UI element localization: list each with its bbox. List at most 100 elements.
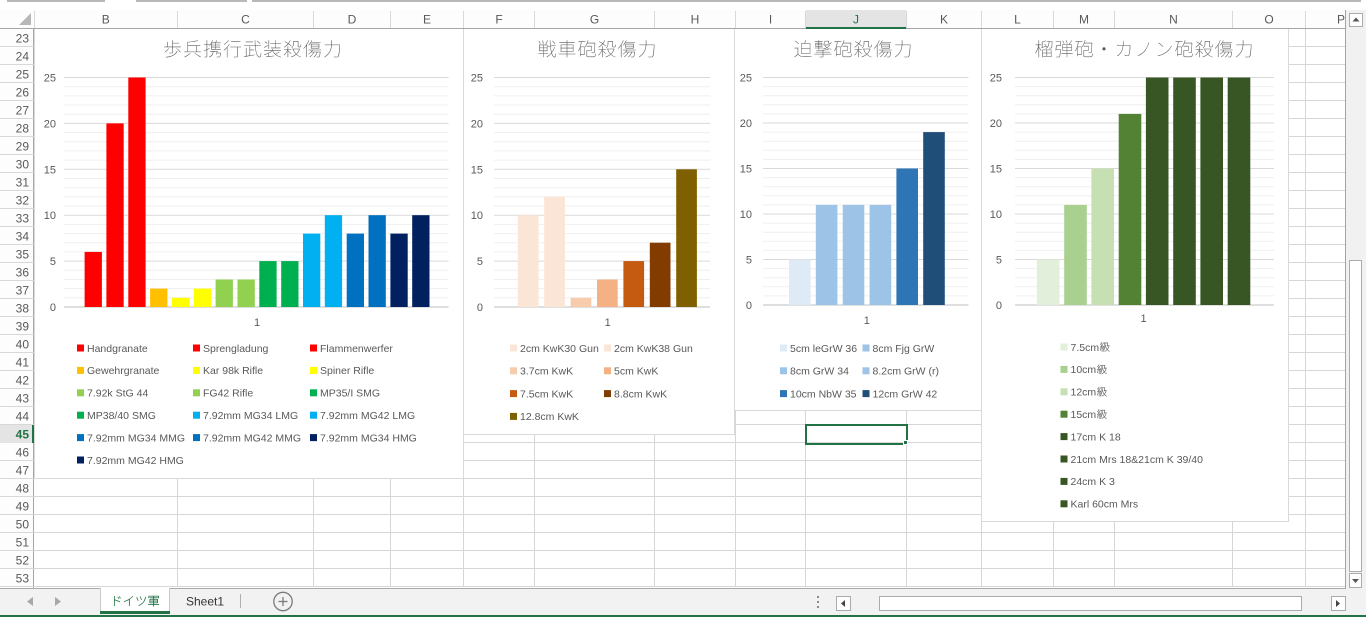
svg-text:37: 37 (16, 284, 30, 298)
svg-text:7.5cm KwK: 7.5cm KwK (520, 388, 573, 400)
svg-text:8.2cm GrW (r): 8.2cm GrW (r) (873, 366, 940, 378)
svg-text:46: 46 (16, 446, 30, 460)
svg-text:J: J (853, 13, 859, 27)
svg-text:3.7cm KwK: 3.7cm KwK (520, 366, 573, 378)
svg-text:5: 5 (477, 256, 483, 268)
svg-text:G: G (590, 13, 599, 27)
svg-text:Gewehrgranate: Gewehrgranate (87, 365, 160, 377)
svg-text:15: 15 (471, 164, 483, 176)
svg-text:K: K (940, 13, 948, 27)
svg-text:H: H (691, 13, 700, 27)
svg-text:15: 15 (44, 164, 56, 176)
svg-text:7.5cm: 7.5cm (1071, 342, 1100, 354)
svg-text:47: 47 (16, 464, 30, 478)
svg-text:10: 10 (44, 210, 56, 222)
svg-text:38: 38 (16, 302, 30, 316)
svg-text:MP38/40 SMG: MP38/40 SMG (87, 410, 156, 422)
svg-text:MP35/I SMG: MP35/I SMG (320, 388, 380, 400)
svg-text:39: 39 (16, 320, 30, 334)
svg-text:40: 40 (16, 338, 30, 352)
svg-text:Handgranate: Handgranate (87, 343, 148, 355)
svg-text:24cm K 3: 24cm K 3 (1071, 476, 1116, 488)
svg-text:12cm GrW 42: 12cm GrW 42 (873, 388, 938, 400)
svg-text:25: 25 (740, 73, 752, 85)
svg-text:FG42 Rifle: FG42 Rifle (203, 388, 253, 400)
svg-text:Spiner Rifle: Spiner Rifle (320, 365, 374, 377)
svg-text:24: 24 (16, 50, 30, 64)
svg-text:25: 25 (990, 73, 1002, 85)
svg-text:10: 10 (471, 210, 483, 222)
svg-text:P: P (1337, 13, 1345, 27)
svg-text:B: B (102, 13, 110, 27)
svg-text:51: 51 (16, 536, 30, 550)
svg-text:D: D (348, 13, 357, 27)
svg-text:20: 20 (740, 118, 752, 130)
svg-text:43: 43 (16, 392, 30, 406)
svg-text:35: 35 (16, 248, 30, 262)
svg-text:27: 27 (16, 104, 30, 118)
svg-text:Flammenwerfer: Flammenwerfer (320, 343, 393, 355)
svg-text:10cm NbW 35: 10cm NbW 35 (790, 388, 857, 400)
svg-text:Sheet1: Sheet1 (186, 595, 224, 609)
svg-text:1: 1 (605, 317, 611, 329)
svg-text:21cm Mrs 18&21cm K 39/40: 21cm Mrs 18&21cm K 39/40 (1071, 454, 1204, 466)
svg-text:50: 50 (16, 518, 30, 532)
svg-text:L: L (1014, 13, 1021, 27)
svg-text:20: 20 (990, 118, 1002, 130)
svg-text:2cm KwK30 Gun: 2cm KwK30 Gun (520, 343, 599, 355)
svg-text:10cm: 10cm (1071, 364, 1097, 376)
svg-text:8cm Fjg GrW: 8cm Fjg GrW (873, 343, 935, 355)
svg-text:42: 42 (16, 374, 30, 388)
svg-text:5: 5 (746, 255, 752, 267)
svg-text:5cm KwK: 5cm KwK (614, 366, 658, 378)
svg-text:44: 44 (16, 410, 30, 424)
svg-text:23: 23 (16, 32, 30, 46)
svg-text:25: 25 (44, 73, 56, 85)
svg-text:5: 5 (50, 256, 56, 268)
svg-text:52: 52 (16, 554, 30, 568)
svg-text:0: 0 (996, 300, 1002, 312)
svg-text:36: 36 (16, 266, 30, 280)
svg-text:8cm GrW 34: 8cm GrW 34 (790, 366, 849, 378)
svg-text:5cm leGrW 36: 5cm leGrW 36 (790, 343, 857, 355)
svg-text:8.8cm KwK: 8.8cm KwK (614, 388, 667, 400)
svg-text:7.92mm MG42 MMG: 7.92mm MG42 MMG (203, 432, 301, 444)
svg-text:5: 5 (996, 255, 1002, 267)
svg-text:E: E (423, 13, 431, 27)
svg-text:7.92mm MG34 HMG: 7.92mm MG34 HMG (320, 432, 417, 444)
svg-text:20: 20 (471, 118, 483, 130)
svg-text:45: 45 (16, 428, 30, 442)
svg-text:1: 1 (864, 315, 870, 327)
svg-text:17cm K 18: 17cm K 18 (1071, 431, 1121, 443)
svg-text:7.92k StG 44: 7.92k StG 44 (87, 388, 148, 400)
svg-text:29: 29 (16, 140, 30, 154)
svg-text:15cm: 15cm (1071, 409, 1097, 421)
svg-text:10: 10 (740, 209, 752, 221)
svg-text:15: 15 (990, 164, 1002, 176)
svg-text:Karl 60cm Mrs: Karl 60cm Mrs (1071, 499, 1139, 511)
svg-text:33: 33 (16, 212, 30, 226)
svg-text:0: 0 (477, 302, 483, 314)
svg-text:0: 0 (746, 300, 752, 312)
svg-text:31: 31 (16, 176, 30, 190)
svg-text:20: 20 (44, 118, 56, 130)
svg-text:O: O (1264, 13, 1273, 27)
svg-text:7.92mm MG34 MMG: 7.92mm MG34 MMG (87, 432, 185, 444)
svg-text:34: 34 (16, 230, 30, 244)
svg-text:25: 25 (471, 73, 483, 85)
svg-text:1: 1 (254, 317, 260, 329)
svg-text:N: N (1169, 13, 1178, 27)
svg-text:28: 28 (16, 122, 30, 136)
svg-text:0: 0 (50, 302, 56, 314)
svg-text:12.8cm KwK: 12.8cm KwK (520, 411, 579, 423)
svg-text:Sprengladung: Sprengladung (203, 343, 269, 355)
svg-text:C: C (241, 13, 250, 27)
svg-text:Kar 98k Rifle: Kar 98k Rifle (203, 365, 263, 377)
svg-text:7.92mm MG42 LMG: 7.92mm MG42 LMG (320, 410, 415, 422)
svg-text:25: 25 (16, 68, 30, 82)
svg-text:2cm KwK38 Gun: 2cm KwK38 Gun (614, 343, 693, 355)
svg-text:M: M (1079, 13, 1089, 27)
svg-text:10: 10 (990, 209, 1002, 221)
svg-text:53: 53 (16, 572, 30, 586)
svg-text:15: 15 (740, 164, 752, 176)
